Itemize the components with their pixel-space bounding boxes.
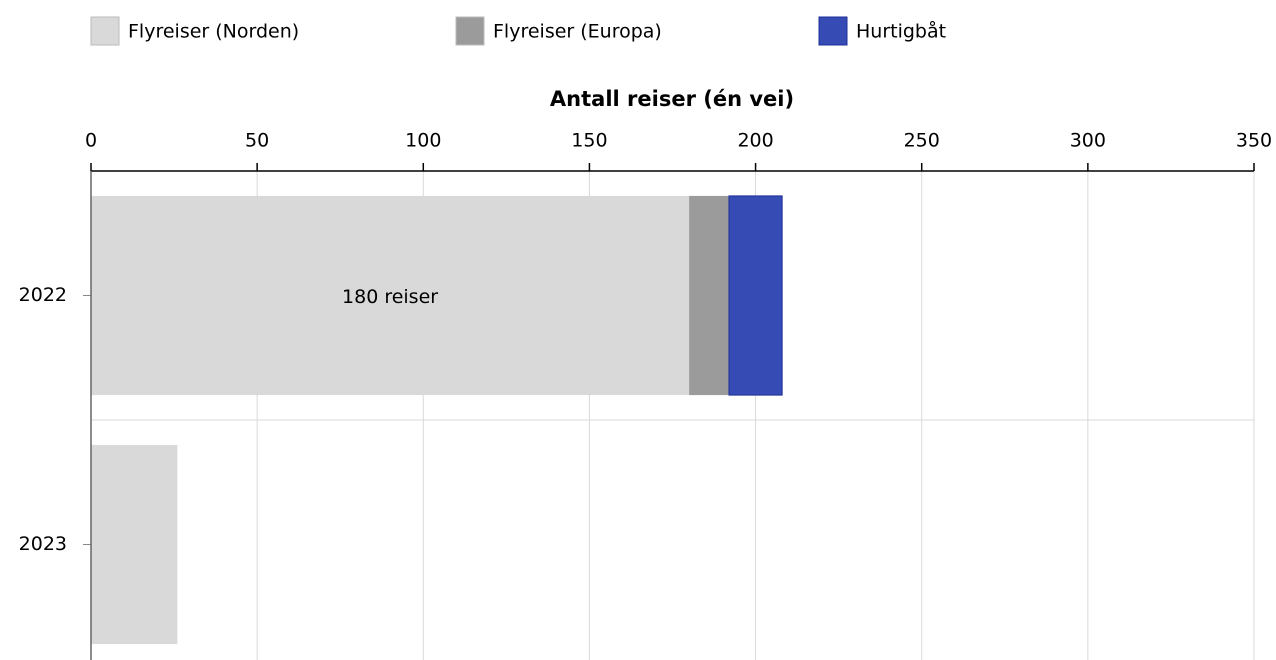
data-label: 180 reiser bbox=[342, 286, 438, 308]
legend-label: Flyreiser (Europa) bbox=[493, 21, 662, 43]
legend-swatch bbox=[818, 16, 848, 46]
x-tick-label: 250 bbox=[904, 130, 940, 152]
x-tick-label: 0 bbox=[85, 130, 97, 152]
bar-segment bbox=[689, 195, 729, 396]
y-tick-label: 2023 bbox=[19, 533, 67, 555]
x-tick-label: 150 bbox=[571, 130, 607, 152]
x-axis-title: Antall reiser (én vei) bbox=[550, 87, 794, 111]
legend-label: Hurtigbåt bbox=[856, 20, 946, 43]
x-tick-label: 100 bbox=[405, 130, 441, 152]
x-tick-label: 350 bbox=[1236, 130, 1272, 152]
bar-segment bbox=[91, 195, 690, 396]
bar-segment bbox=[728, 195, 783, 396]
bar-segment bbox=[91, 444, 178, 645]
legend-swatch bbox=[90, 16, 120, 46]
legend-label: Flyreiser (Norden) bbox=[128, 21, 299, 43]
x-tick-label: 200 bbox=[737, 130, 773, 152]
x-tick-label: 300 bbox=[1070, 130, 1106, 152]
legend-swatch bbox=[455, 16, 485, 46]
y-tick-label: 2022 bbox=[19, 284, 67, 306]
x-tick-label: 50 bbox=[245, 130, 269, 152]
